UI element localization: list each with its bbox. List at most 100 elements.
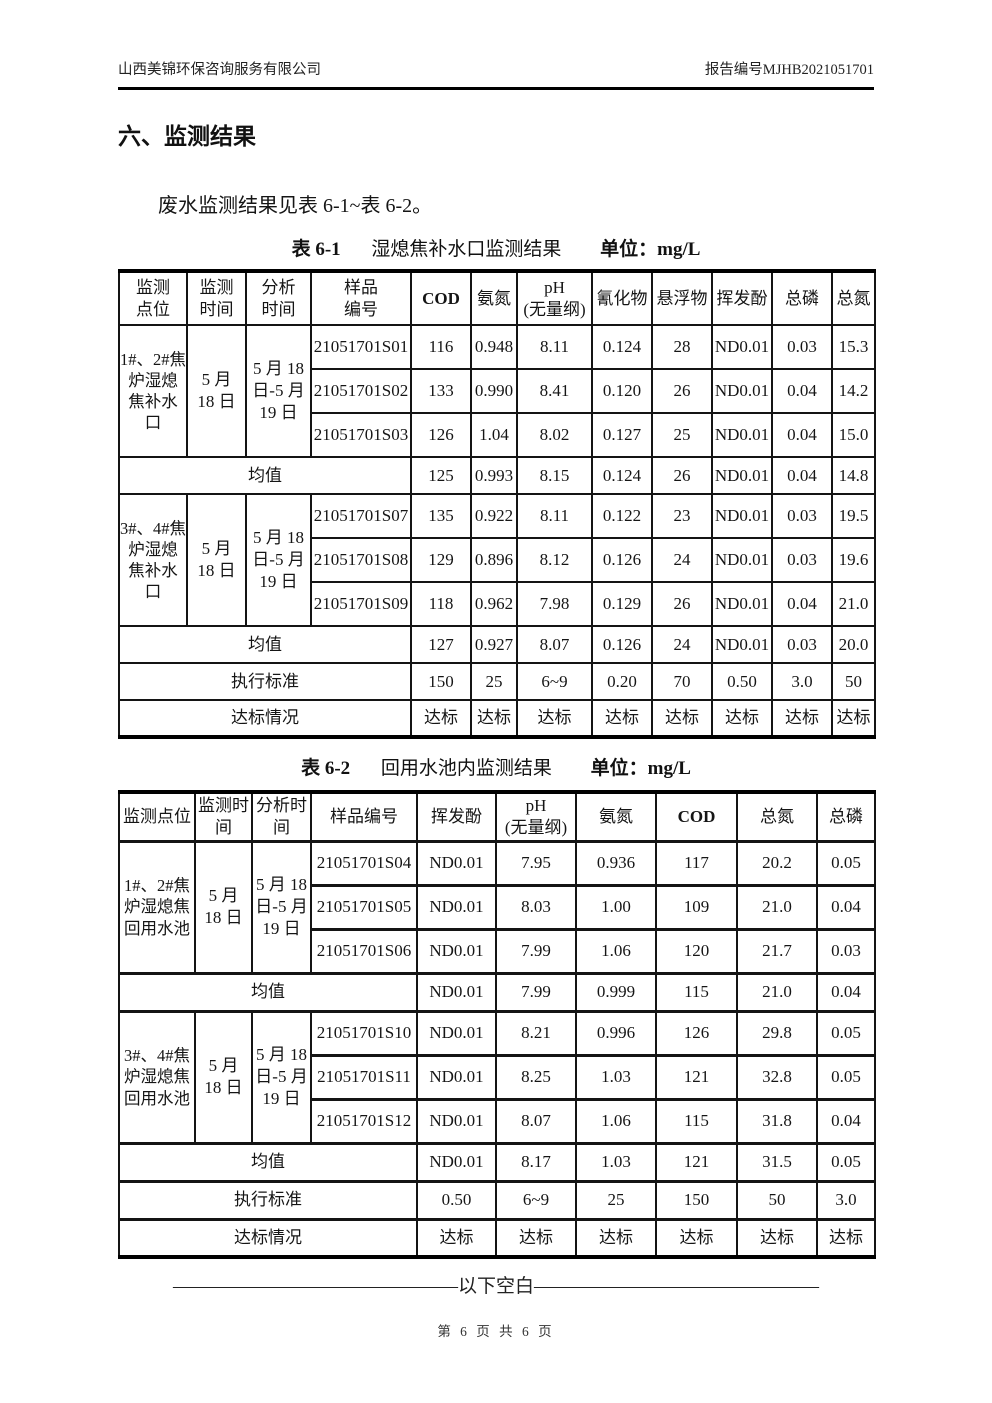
header-cell: 总磷 bbox=[771, 270, 833, 326]
table-row: 均值 ND0.01 8.17 1.03 121 31.5 0.05 bbox=[118, 1141, 876, 1183]
table1-caption-unit: 单位：mg/L bbox=[600, 239, 701, 260]
site-cell: 3#、4#焦 炉湿熄焦 回用水池 bbox=[118, 1009, 196, 1145]
value-cell: 0.05 bbox=[816, 839, 876, 887]
compliance-cell: 达标 bbox=[736, 1217, 818, 1259]
mean-label-cell: 均值 bbox=[118, 625, 412, 664]
value-cell: 26 bbox=[651, 581, 713, 627]
value-cell: 0.127 bbox=[591, 412, 653, 458]
header-cell: pH (无量纲) bbox=[516, 270, 593, 326]
value-cell: 21.0 bbox=[736, 971, 818, 1013]
analysis-date-cell: 5 月 18 日-5 月 19 日 bbox=[245, 493, 312, 627]
dash-rule-right: ——————————————— bbox=[534, 1276, 819, 1297]
value-cell: 21.0 bbox=[831, 581, 876, 627]
sample-id-cell: 21051701S01 bbox=[310, 324, 412, 370]
value-cell: ND0.01 bbox=[416, 1009, 497, 1057]
page-header: 山西美锦环保咨询服务有限公司 报告编号MJHB2021051701 bbox=[118, 58, 874, 79]
value-cell: 0.993 bbox=[470, 456, 518, 495]
value-cell: ND0.01 bbox=[416, 1097, 497, 1145]
table-row: 21051701S05 ND0.01 8.03 1.00 109 21.0 0.… bbox=[119, 883, 876, 931]
header-rule bbox=[118, 87, 874, 90]
value-cell: ND0.01 bbox=[416, 883, 497, 931]
table-row: 均值 127 0.927 8.07 0.126 24 ND0.01 0.03 2… bbox=[118, 625, 876, 664]
header-cell: pH (无量纲) bbox=[495, 790, 577, 843]
value-cell: 133 bbox=[410, 368, 472, 414]
table-row: 监测点位 监测时 间 分析时 间 样品编号 挥发酚 pH (无量纲) 氨氮 CO… bbox=[118, 790, 876, 843]
value-cell: 0.896 bbox=[470, 537, 518, 583]
value-cell: 126 bbox=[410, 412, 472, 458]
sample-id-cell: 21051701S02 bbox=[310, 368, 412, 414]
value-cell: 15.3 bbox=[831, 324, 876, 370]
value-cell: 32.8 bbox=[736, 1053, 818, 1101]
value-cell: ND0.01 bbox=[711, 324, 773, 370]
value-cell: 135 bbox=[410, 493, 472, 539]
value-cell: 15.0 bbox=[831, 412, 876, 458]
header-cell: 监测时 间 bbox=[194, 790, 253, 843]
value-cell: 0.124 bbox=[591, 456, 653, 495]
table-row: 3#、4#焦 炉湿熄 焦补水 口 5 月 18 日 5 月 18 日-5 月 1… bbox=[118, 493, 876, 627]
table-6-1: 监测 点位 监测 时间 分析 时间 样品 编号 COD 氨氮 pH (无量纲) … bbox=[118, 269, 876, 739]
sample-id-cell: 21051701S04 bbox=[310, 839, 418, 887]
value-cell: 7.95 bbox=[495, 839, 577, 887]
header-cell: 样品 编号 bbox=[310, 270, 412, 326]
compliance-cell: 达标 bbox=[591, 699, 653, 738]
company-name: 山西美锦环保咨询服务有限公司 bbox=[118, 62, 321, 78]
value-cell: 50 bbox=[736, 1179, 818, 1221]
table-row: 监测 点位 监测 时间 分析 时间 样品 编号 COD 氨氮 pH (无量纲) … bbox=[118, 270, 876, 326]
value-cell: ND0.01 bbox=[416, 1141, 497, 1183]
table2-caption-unit: 单位：mg/L bbox=[590, 758, 691, 779]
monitor-date-cell: 5 月 18 日 bbox=[186, 324, 247, 458]
analysis-date-cell: 5 月 18 日-5 月 19 日 bbox=[251, 839, 312, 975]
value-cell: 8.11 bbox=[516, 324, 593, 370]
value-cell: 0.50 bbox=[416, 1179, 497, 1221]
header-cell: 监测 时间 bbox=[186, 270, 247, 326]
header-cell: 分析 时间 bbox=[245, 270, 312, 326]
value-cell: 0.50 bbox=[711, 662, 773, 701]
table-row: 1#、2#焦 炉湿熄 焦补水 口 5 月 18 日 5 月 18 日-5 月 1… bbox=[118, 324, 876, 458]
value-cell: 14.2 bbox=[831, 368, 876, 414]
report-number: 报告编号MJHB2021051701 bbox=[704, 62, 874, 78]
value-cell: ND0.01 bbox=[416, 839, 497, 887]
value-cell: 126 bbox=[655, 1009, 738, 1057]
value-cell: 3.0 bbox=[771, 662, 833, 701]
value-cell: ND0.01 bbox=[416, 927, 497, 975]
header-cell: 挥发酚 bbox=[711, 270, 773, 326]
header-cell: 样品编号 bbox=[310, 790, 418, 843]
compliance-cell: 达标 bbox=[410, 699, 472, 738]
table-row: 均值 ND0.01 7.99 0.999 115 21.0 0.04 bbox=[118, 971, 876, 1013]
sample-id-cell: 21051701S10 bbox=[310, 1009, 418, 1057]
value-cell: 6~9 bbox=[516, 662, 593, 701]
value-cell: 1.06 bbox=[575, 1097, 657, 1145]
value-cell: 70 bbox=[651, 662, 713, 701]
compliance-cell: 达标 bbox=[831, 699, 876, 738]
compliance-cell: 达标 bbox=[416, 1217, 497, 1259]
value-cell: 8.25 bbox=[495, 1053, 577, 1101]
compliance-cell: 达标 bbox=[771, 699, 833, 738]
value-cell: 8.41 bbox=[516, 368, 593, 414]
table-row: 21051701S09 118 0.962 7.98 0.129 26 ND0.… bbox=[119, 581, 876, 627]
value-cell: 0.03 bbox=[771, 537, 833, 583]
value-cell: 0.05 bbox=[816, 1141, 876, 1183]
value-cell: 0.05 bbox=[816, 1009, 876, 1057]
value-cell: 116 bbox=[410, 324, 472, 370]
value-cell: 21.0 bbox=[736, 883, 818, 931]
value-cell: 50 bbox=[831, 662, 876, 701]
value-cell: 0.996 bbox=[575, 1009, 657, 1057]
value-cell: 120 bbox=[655, 927, 738, 975]
section-title: 六、监测结果 bbox=[118, 124, 256, 150]
value-cell: 7.98 bbox=[516, 581, 593, 627]
table-row: 21051701S11 ND0.01 8.25 1.03 121 32.8 0.… bbox=[119, 1053, 876, 1101]
value-cell: 0.03 bbox=[771, 324, 833, 370]
site-cell: 1#、2#焦 炉湿熄焦 回用水池 bbox=[118, 839, 196, 975]
table-row: 21051701S02 133 0.990 8.41 0.120 26 ND0.… bbox=[119, 368, 876, 414]
dash-rule-left: ——————————————— bbox=[172, 1276, 458, 1297]
value-cell: 7.99 bbox=[495, 927, 577, 975]
value-cell: 0.962 bbox=[470, 581, 518, 627]
value-cell: 127 bbox=[410, 625, 472, 664]
value-cell: 109 bbox=[655, 883, 738, 931]
value-cell: 118 bbox=[410, 581, 472, 627]
header-cell: 监测点位 bbox=[118, 790, 196, 843]
table2-caption-title: 回用水池内监测结果 bbox=[380, 758, 552, 779]
header-cell: 分析时 间 bbox=[251, 790, 312, 843]
analysis-date-cell: 5 月 18 日-5 月 19 日 bbox=[251, 1009, 312, 1145]
